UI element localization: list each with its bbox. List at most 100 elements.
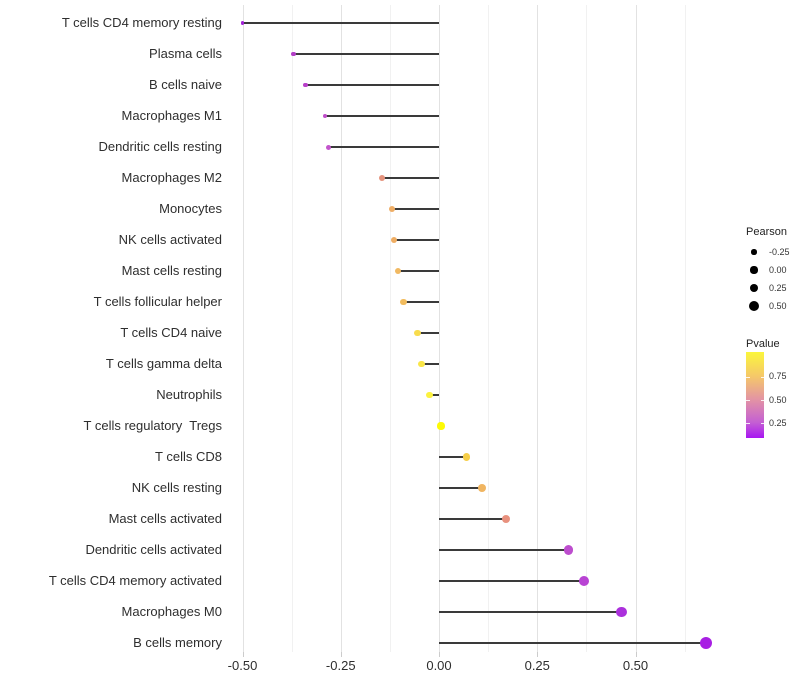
lollipop-stem	[397, 270, 439, 272]
x-tick-label: 0.00	[426, 658, 452, 673]
lollipop-stem	[439, 611, 622, 613]
x-tick-mark	[537, 652, 539, 657]
category-label: Dendritic cells activated	[85, 542, 222, 557]
lollipop-stem	[439, 518, 506, 520]
category-label: B cells naive	[149, 77, 222, 92]
data-point-dot	[478, 484, 487, 492]
category-label: NK cells resting	[131, 480, 222, 495]
data-point-dot	[240, 21, 245, 25]
category-label: NK cells activated	[118, 232, 222, 247]
lollipop-stem	[382, 177, 439, 179]
gridline-major	[439, 5, 440, 652]
category-label: Monocytes	[159, 201, 222, 216]
colorbar-tick-label: 0.75	[769, 371, 787, 382]
lollipop-stem	[293, 53, 439, 55]
colorbar-tick-left	[746, 400, 750, 402]
colorbar-tick-label: 0.25	[769, 417, 787, 428]
gridline-minor	[488, 5, 490, 652]
size-legend-label: -0.25	[769, 246, 790, 257]
colorbar-tick-right	[760, 376, 764, 378]
category-label: Macrophages M0	[121, 604, 222, 619]
category-label: Neutrophils	[156, 387, 222, 402]
colorbar-tick-label: 0.50	[769, 394, 787, 405]
data-point-dot	[437, 422, 445, 430]
category-label: T cells follicular helper	[93, 294, 222, 309]
data-point-dot	[326, 144, 332, 150]
category-label: Plasma cells	[149, 46, 222, 61]
category-label: Dendritic cells resting	[98, 139, 222, 154]
lollipop-stem	[403, 301, 439, 303]
lollipop-stem	[421, 363, 439, 365]
lollipop-stem	[439, 487, 483, 489]
gridline-major	[635, 5, 637, 652]
x-tick-label: -0.25	[325, 658, 356, 673]
data-point-dot	[390, 236, 397, 244]
data-point-dot	[462, 453, 471, 461]
size-legend-label: 0.00	[769, 264, 787, 275]
size-legend-title: Pearson	[746, 226, 787, 238]
category-label: T cells CD4 naive	[120, 325, 222, 340]
colorbar-tick-right	[760, 400, 764, 402]
category-label: Mast cells resting	[121, 263, 222, 278]
data-point-dot	[579, 576, 590, 586]
data-point-dot	[417, 360, 425, 368]
gridline-major	[242, 5, 244, 652]
size-legend-label: 0.25	[769, 282, 787, 293]
category-label: T cells gamma delta	[105, 356, 222, 371]
data-point-dot	[425, 391, 433, 399]
category-label: B cells memory	[133, 635, 222, 650]
x-tick-mark	[242, 652, 244, 657]
lollipop-stem	[391, 208, 439, 210]
size-legend-label: 0.50	[769, 300, 787, 311]
x-tick-label: -0.50	[227, 658, 258, 673]
gridline-major	[340, 5, 342, 652]
category-label: Mast cells activated	[108, 511, 222, 526]
category-label: Macrophages M1	[121, 108, 222, 123]
lollipop-stem	[325, 115, 439, 117]
data-point-dot	[501, 514, 510, 524]
category-label: T cells regulatory Tregs	[83, 418, 222, 433]
data-point-dot	[388, 205, 395, 213]
data-point-dot	[700, 636, 713, 650]
lollipop-stem	[439, 456, 467, 458]
size-legend-dot	[751, 249, 757, 255]
category-label: T cells CD4 memory activated	[48, 573, 222, 588]
data-point-dot	[616, 606, 628, 618]
lollipop-stem	[439, 580, 585, 582]
data-point-dot	[379, 174, 385, 181]
lollipop-stem	[305, 84, 439, 86]
x-tick-mark	[635, 652, 637, 657]
size-legend-dot	[748, 300, 760, 312]
x-tick-label: 0.50	[622, 658, 649, 673]
category-label: Macrophages M2	[121, 170, 222, 185]
x-tick-mark	[439, 652, 440, 657]
colorbar-tick-left	[746, 376, 750, 378]
lollipop-stem	[242, 22, 439, 24]
lollipop-stem	[393, 239, 439, 241]
colorbar-tick-right	[760, 423, 764, 425]
gridline-minor	[586, 5, 588, 652]
data-point-dot	[291, 51, 296, 57]
color-legend-title: Pvalue	[746, 338, 780, 350]
lollipop-stem	[439, 549, 569, 551]
category-label: T cells CD8	[155, 449, 222, 464]
lollipop-stem	[439, 642, 707, 644]
lollipop-stem	[429, 394, 439, 396]
data-point-dot	[414, 329, 421, 337]
data-point-dot	[322, 113, 328, 119]
gridline-minor	[684, 5, 686, 652]
size-legend-dot	[750, 266, 758, 274]
lollipop-stem	[328, 146, 439, 148]
gridline-major	[537, 5, 539, 652]
colorbar-tick-left	[746, 423, 750, 425]
gridline-minor	[291, 5, 293, 652]
data-point-dot	[303, 82, 308, 88]
category-label: T cells CD4 memory resting	[61, 15, 222, 30]
pvalue-colorbar	[746, 352, 764, 438]
data-point-dot	[394, 267, 401, 275]
x-tick-mark	[340, 652, 342, 657]
x-tick-label: 0.25	[524, 658, 550, 673]
gridline-minor	[389, 5, 391, 652]
lollipop-stem	[417, 332, 439, 334]
